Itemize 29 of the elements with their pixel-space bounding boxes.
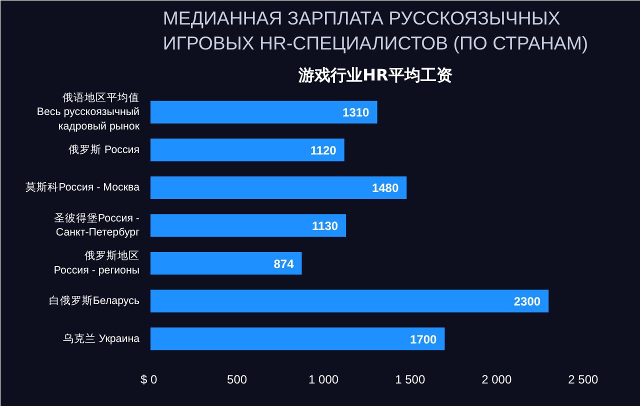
bar bbox=[150, 328, 445, 350]
bar bbox=[150, 290, 549, 312]
data-label: 1700 bbox=[410, 332, 438, 346]
x-tick-label: 500 bbox=[227, 372, 248, 386]
x-tick-label: 1 000 bbox=[308, 372, 339, 386]
y-tick-label: 乌克兰 Украина bbox=[62, 332, 140, 345]
x-tick-label: $ 0 bbox=[140, 372, 158, 386]
bar bbox=[150, 100, 378, 124]
data-label: 1480 bbox=[372, 181, 399, 196]
x-tick-label: 2 000 bbox=[482, 372, 512, 386]
data-label: 1310 bbox=[342, 106, 370, 120]
data-label: 1120 bbox=[310, 143, 337, 158]
y-tick-label: 俄语地区平均值 Весь русскоязычный кадровый рынок bbox=[36, 90, 140, 133]
bar bbox=[150, 138, 344, 162]
x-tick-label: 2 500 bbox=[568, 372, 599, 386]
bar bbox=[150, 176, 407, 200]
chart-title: МЕДИАННАЯ ЗАРПЛАТА РУССКОЯЗЫЧНЫХ ИГРОВЫХ HR-СПЕЦИАЛИСТОВ (ПО СТРАНАМ) bbox=[162, 7, 588, 54]
y-tick-label: 莫斯科Россия - Москва bbox=[26, 180, 140, 194]
chart-subtitle: 游戏行业HR平均工资 bbox=[298, 66, 452, 84]
y-tick-label: 俄罗斯 Россия bbox=[68, 142, 140, 156]
data-label: 874 bbox=[274, 256, 294, 271]
data-label: 2300 bbox=[514, 294, 541, 309]
bar bbox=[150, 214, 346, 237]
y-tick-label: 圣彼得堡Россия - Санкт-Петербург bbox=[54, 211, 140, 239]
y-tick-label: 白俄罗斯Беларусь bbox=[48, 294, 140, 308]
bar bbox=[150, 252, 302, 275]
y-tick-label: 俄罗斯地区 Россия - регионы bbox=[54, 249, 140, 276]
x-tick-label: 1 500 bbox=[395, 372, 426, 386]
data-label: 1130 bbox=[312, 219, 338, 233]
